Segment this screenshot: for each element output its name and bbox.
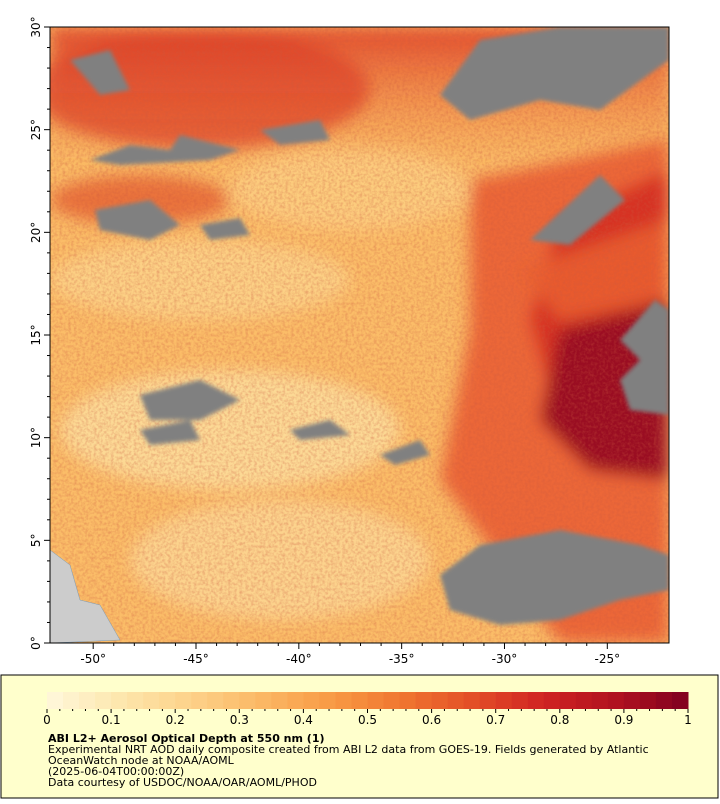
- description: OceanWatch node at NOAA/AOML: [48, 754, 235, 767]
- x-tick-label: -50°: [80, 652, 106, 666]
- x-tick-label: -45°: [183, 652, 209, 666]
- colorbar-step: [111, 692, 128, 709]
- colorbar-step: [143, 692, 160, 709]
- colorbar-step: [287, 692, 304, 709]
- colorbar-tick-label: 0.7: [486, 713, 505, 727]
- colorbar-tick-label: 0.5: [358, 713, 377, 727]
- colorbar-step: [191, 692, 208, 709]
- y-tick-label: 20°: [29, 222, 43, 243]
- colorbar-step: [175, 692, 192, 709]
- date: (2025-06-04T00:00:00Z): [48, 765, 184, 778]
- colorbar-step: [319, 692, 336, 709]
- colorbar-step: [47, 692, 64, 709]
- colorbar-step: [591, 692, 609, 709]
- x-tick-label: -40°: [286, 652, 312, 666]
- colorbar-step: [479, 692, 497, 709]
- colorbar-step: [399, 692, 417, 709]
- colorbar-step: [255, 692, 272, 709]
- colorbar-step: [671, 692, 689, 709]
- description: Experimental NRT AOD daily composite cre…: [48, 743, 649, 756]
- colorbar-tick-label: 1: [684, 713, 692, 727]
- colorbar-step: [223, 692, 240, 709]
- colorbar-step: [367, 692, 385, 709]
- credit: Data courtesy of USDOC/NOAA/OAR/AOML/PHO…: [48, 776, 317, 789]
- y-tick-label: 5°: [29, 534, 43, 548]
- y-tick-label: 15°: [29, 324, 43, 345]
- colorbar-step: [495, 692, 513, 709]
- colorbar-step: [447, 692, 465, 709]
- colorbar-step: [207, 692, 224, 709]
- colorbar-step: [79, 692, 96, 709]
- x-tick-label: -25°: [595, 652, 621, 666]
- colorbar-step: [623, 692, 641, 709]
- colorbar-step: [127, 692, 144, 709]
- colorbar-step: [95, 692, 112, 709]
- x-tick-label: -35°: [389, 652, 415, 666]
- title: ABI L2+ Aerosol Optical Depth at 550 nm …: [48, 732, 325, 745]
- colorbar-step: [607, 692, 625, 709]
- colorbar-step: [527, 692, 545, 709]
- y-tick-label: 10°: [29, 427, 43, 448]
- colorbar-step: [383, 692, 401, 709]
- colorbar-step: [159, 692, 176, 709]
- colorbar-tick-label: 0.6: [422, 713, 441, 727]
- colorbar-step: [335, 692, 352, 709]
- colorbar-tick-label: 0.3: [230, 713, 249, 727]
- colorbar-step: [511, 692, 529, 709]
- colorbar-step: [239, 692, 256, 709]
- y-tick-label: 25°: [29, 119, 43, 140]
- colorbar-tick-label: 0: [43, 713, 51, 727]
- colorbar-step: [463, 692, 481, 709]
- colorbar-step: [655, 692, 673, 709]
- colorbar-tick-label: 0.2: [166, 713, 185, 727]
- colorbar-step: [351, 692, 368, 709]
- y-tick-label: 0°: [29, 636, 43, 650]
- land: [50, 549, 121, 643]
- colorbar-tick-label: 0.8: [550, 713, 569, 727]
- colorbar-tick-label: 0.9: [614, 713, 633, 727]
- colorbar-tick-label: 0.1: [102, 713, 121, 727]
- x-tick-label: -30°: [492, 652, 518, 666]
- colorbar-step: [63, 692, 80, 709]
- colorbar-step: [543, 692, 561, 709]
- colorbar-step: [575, 692, 593, 709]
- colorbar-step: [303, 692, 320, 709]
- colorbar: 0 0.1 0.2 0.3 0.4 0.5 0.6 0.7 0.8 0.9 1: [43, 692, 692, 727]
- colorbar-tick-label: 0.4: [294, 713, 313, 727]
- colorbar-step: [559, 692, 577, 709]
- colorbar-step: [431, 692, 449, 709]
- colorbar-step: [415, 692, 433, 709]
- y-tick-label: 30°: [29, 16, 43, 37]
- colorbar-step: [639, 692, 657, 709]
- axes: -50° -45° -40° -35° -30° -25° 0° 5° 10° 15° 20° 25°…: [29, 16, 620, 666]
- map-image: [50, 27, 669, 643]
- colorbar-step: [271, 692, 288, 709]
